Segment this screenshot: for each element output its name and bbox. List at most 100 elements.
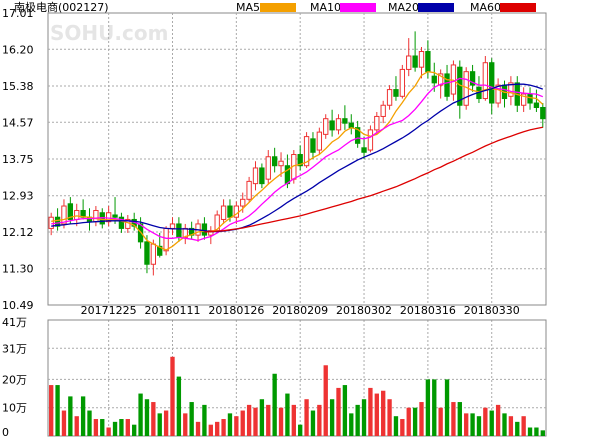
candle-body	[406, 55, 412, 70]
candle-body	[157, 245, 163, 256]
candle	[316, 127, 323, 155]
volume-bar	[521, 416, 526, 436]
volume-bar	[527, 427, 533, 436]
candle	[457, 60, 463, 119]
candle-body	[469, 71, 476, 86]
volume-bar	[438, 407, 443, 436]
candle	[540, 103, 546, 128]
candle	[93, 206, 99, 227]
candle-body	[342, 118, 348, 124]
candle-body	[265, 156, 271, 180]
candle-body	[163, 227, 169, 252]
candle-body	[482, 62, 489, 100]
candle-body	[74, 210, 80, 220]
candle	[323, 114, 329, 139]
candle-body	[271, 156, 278, 167]
volume-bar	[387, 399, 392, 436]
candle	[297, 145, 303, 171]
volume-bar	[342, 385, 348, 436]
volume-bar	[68, 396, 73, 436]
candle	[48, 212, 54, 236]
candle	[508, 76, 514, 106]
legend-label-ma10: MA10	[310, 1, 341, 14]
volume-bar	[291, 404, 296, 436]
volume-frame	[47, 319, 547, 437]
candle	[67, 197, 74, 224]
candle	[374, 111, 380, 135]
candle	[259, 163, 265, 189]
candle	[367, 125, 374, 153]
volume-bar	[495, 404, 501, 436]
candle-body	[144, 241, 150, 265]
volume-bar	[381, 390, 386, 436]
volume-bar	[400, 419, 405, 436]
volume-bar	[317, 404, 322, 436]
ma-line-ma10	[51, 77, 544, 242]
candle-body	[533, 102, 540, 108]
candle-body	[316, 131, 323, 151]
candle-body	[310, 138, 316, 153]
candle-body	[399, 68, 406, 97]
volume-bar	[508, 416, 514, 436]
volume-tick-label: 41万	[2, 316, 27, 329]
candle	[380, 100, 386, 124]
candle-body	[431, 75, 437, 84]
legend-swatch-ma60	[500, 3, 536, 12]
candle	[354, 120, 361, 148]
volume-bar	[361, 399, 367, 436]
volume-bar	[502, 413, 507, 436]
volume-bar	[132, 424, 137, 436]
volume-bar	[540, 430, 545, 436]
date-tick-label: 20180126	[208, 304, 264, 317]
volume-bar	[246, 404, 252, 436]
volume-bar	[259, 399, 265, 436]
legend-label-ma60: MA60	[470, 1, 501, 14]
candle	[342, 105, 348, 130]
candle-body	[112, 214, 118, 218]
volume-bar	[374, 393, 379, 436]
volume-bar	[336, 387, 341, 436]
candle	[329, 109, 335, 137]
candle-body	[329, 120, 335, 131]
volume-bar	[464, 413, 469, 436]
candle-body	[489, 62, 495, 104]
price-tick-label: 17.01	[2, 7, 34, 20]
candle	[348, 114, 354, 135]
volume-bar	[355, 404, 360, 436]
volume-bar	[419, 402, 424, 436]
candle-body	[380, 104, 386, 117]
volume-bar	[221, 419, 226, 436]
candle	[489, 58, 495, 115]
candle	[469, 64, 476, 92]
watermark: SOHU.com	[50, 21, 168, 45]
candle-body	[418, 51, 425, 68]
volume-bar	[151, 402, 156, 436]
candle-body	[150, 243, 157, 265]
volume-bar	[183, 413, 188, 436]
candle-body	[259, 167, 265, 185]
volume-bar	[93, 419, 99, 436]
candle-body	[361, 147, 367, 153]
candle	[144, 235, 150, 274]
candle	[220, 199, 227, 224]
candle-body	[169, 223, 176, 229]
volume-bar	[234, 416, 239, 436]
candle	[105, 206, 112, 227]
volume-bar	[483, 407, 488, 436]
candle-body	[252, 167, 259, 185]
volume-bar	[119, 419, 124, 436]
candle	[520, 87, 527, 112]
candle	[533, 89, 540, 112]
candle-body	[386, 89, 393, 106]
candle-body	[335, 118, 342, 131]
candle	[265, 150, 271, 184]
price-tick-label: 11.30	[2, 263, 34, 276]
volume-bar	[266, 404, 271, 436]
volume-bar	[476, 416, 482, 436]
candle-body	[227, 205, 233, 218]
candle-body	[176, 223, 182, 238]
candle	[335, 114, 342, 135]
candle-body	[348, 122, 354, 129]
candle	[386, 85, 393, 110]
